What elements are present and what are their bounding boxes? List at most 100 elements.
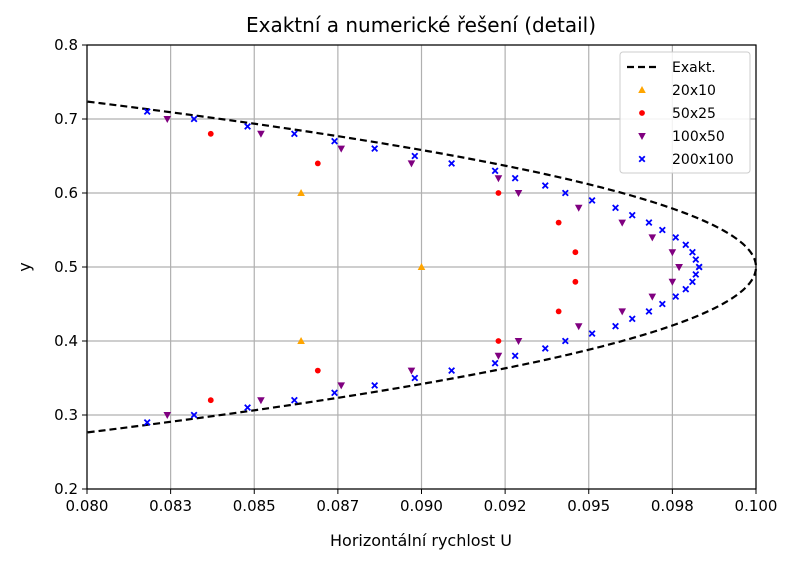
- x-tick-label: 0.095: [567, 497, 610, 515]
- data-point: [675, 264, 683, 271]
- data-point: [371, 145, 379, 153]
- data-point: [407, 367, 416, 375]
- data-point: [672, 233, 680, 241]
- data-point: [207, 397, 214, 404]
- data-point: [658, 226, 666, 234]
- data-point: [337, 382, 346, 390]
- data-point: [314, 367, 321, 374]
- data-point: [331, 137, 338, 145]
- data-point: [618, 219, 626, 227]
- data-point: [541, 344, 549, 352]
- y-axis-label: y: [15, 262, 34, 271]
- data-point: [514, 190, 523, 197]
- data-point: [163, 116, 172, 123]
- x-tick-label: 0.098: [651, 497, 694, 515]
- y-tick-label: 0.2: [54, 480, 78, 498]
- data-point: [648, 234, 657, 242]
- data-point: [561, 337, 569, 345]
- data-point: [163, 412, 172, 419]
- data-point: [618, 308, 626, 316]
- x-tick-label: 0.087: [316, 497, 359, 515]
- data-point: [448, 159, 456, 167]
- y-tick-label: 0.6: [54, 184, 78, 202]
- data-point: [648, 293, 657, 301]
- data-point: [658, 300, 666, 308]
- data-point: [297, 337, 305, 344]
- data-point: [695, 263, 703, 271]
- x-axis-label: Horizontální rychlost U: [330, 531, 512, 550]
- data-point: [190, 411, 198, 419]
- data-point: [417, 263, 426, 270]
- data-point: [561, 189, 569, 197]
- data-point: [572, 249, 579, 256]
- data-point: [290, 130, 298, 138]
- data-point: [411, 152, 419, 160]
- data-point: [494, 175, 503, 183]
- exact-curve-layer: [87, 100, 758, 434]
- x-tick-label: 0.100: [735, 497, 778, 515]
- data-point: [143, 108, 151, 116]
- data-point: [190, 115, 198, 123]
- legend-label-200x100: 200x100: [672, 152, 734, 168]
- data-point: [257, 130, 265, 138]
- data-point: [574, 204, 583, 212]
- data-point: [668, 278, 677, 286]
- data-point: [574, 323, 583, 331]
- data-point: [645, 307, 653, 315]
- y-tick-label: 0.8: [54, 36, 78, 54]
- series-50x25: [207, 130, 579, 404]
- data-point: [297, 189, 305, 196]
- series-100x50: [163, 116, 683, 419]
- axis-ticks: 0.080 0.083 0.085 0.087 0.090 0.092 0.095 0.098…: [54, 36, 777, 515]
- data-point: [331, 389, 338, 397]
- data-point: [371, 381, 379, 389]
- data-point: [628, 315, 636, 323]
- x-tick-label: 0.080: [66, 497, 109, 515]
- legend-label-exakt: Exakt.: [672, 60, 716, 76]
- data-point: [514, 338, 523, 345]
- y-tick-label: 0.3: [54, 406, 78, 424]
- data-point: [682, 285, 690, 293]
- data-point: [628, 211, 636, 219]
- data-point: [588, 330, 596, 338]
- data-point: [692, 256, 700, 264]
- legend-swatch-20x10: [638, 86, 646, 93]
- data-point: [692, 270, 700, 278]
- data-point: [491, 167, 499, 175]
- y-tick-label: 0.4: [54, 332, 78, 350]
- data-point: [448, 367, 456, 375]
- data-point: [337, 145, 346, 153]
- data-point: [668, 249, 677, 257]
- data-point: [244, 122, 251, 130]
- legend: Exakt. 20x10 50x25 100x50 200x100: [619, 51, 751, 174]
- series-exakt-line: [87, 100, 758, 434]
- legend-label-100x50: 100x50: [672, 129, 725, 145]
- data-point: [612, 204, 619, 212]
- x-tick-label: 0.083: [149, 497, 192, 515]
- data-point: [411, 374, 419, 382]
- series-200x100: [143, 108, 703, 426]
- data-point: [612, 322, 619, 330]
- data-point: [314, 160, 321, 167]
- data-point: [511, 352, 519, 360]
- data-point: [491, 359, 499, 367]
- legend-swatch-50x25: [639, 110, 645, 116]
- data-point: [588, 196, 596, 204]
- x-tick-label: 0.092: [484, 497, 527, 515]
- data-point: [143, 418, 151, 426]
- data-point: [511, 174, 519, 182]
- data-point: [689, 278, 696, 286]
- chart-title: Exaktní a numerické řešení (detail): [246, 13, 596, 37]
- data-point: [290, 396, 298, 404]
- x-tick-label: 0.090: [400, 497, 443, 515]
- data-point: [672, 293, 680, 301]
- data-point: [244, 404, 251, 412]
- data-point: [207, 130, 214, 137]
- data-point: [645, 219, 653, 227]
- y-tick-label: 0.5: [54, 258, 78, 276]
- legend-swatch-100x50: [638, 133, 646, 140]
- legend-box: [619, 51, 751, 174]
- data-point: [494, 352, 503, 360]
- data-point: [495, 338, 502, 344]
- data-point: [682, 241, 690, 249]
